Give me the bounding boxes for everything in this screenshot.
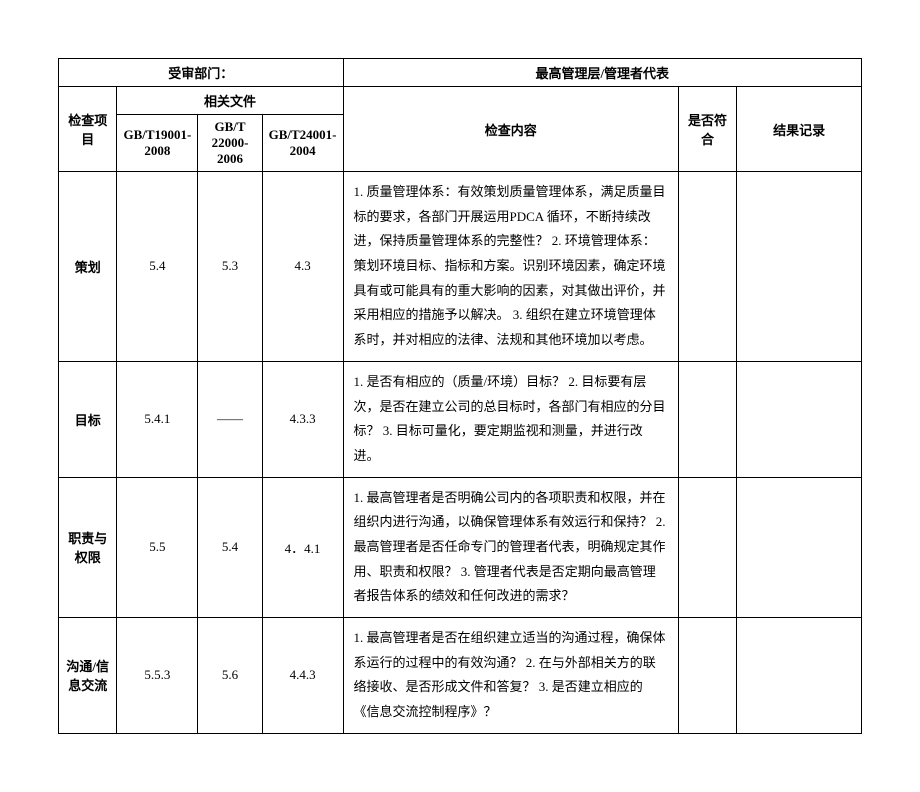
cell-compliance	[678, 618, 736, 734]
col-item: 检查项目	[59, 87, 117, 172]
cell-compliance	[678, 477, 736, 617]
cell-item: 策划	[59, 172, 117, 362]
header-left: 受审部门：	[59, 59, 344, 87]
cell-std3: 4．4.1	[262, 477, 343, 617]
cell-item: 目标	[59, 361, 117, 477]
col-compliance: 是否符合	[678, 87, 736, 172]
table-row: 沟通/信息交流 5.5.3 5.6 4.4.3 1. 最高管理者是否在组织建立适…	[59, 618, 862, 734]
col-std3: GB/T24001-2004	[262, 115, 343, 172]
cell-item: 职责与权限	[59, 477, 117, 617]
cell-content: 1. 质量管理体系：有效策划质量管理体系，满足质量目标的要求，各部门开展运用PD…	[343, 172, 678, 362]
table-row: 策划 5.4 5.3 4.3 1. 质量管理体系：有效策划质量管理体系，满足质量…	[59, 172, 862, 362]
cell-std1: 5.5	[117, 477, 198, 617]
audit-checklist-table: 受审部门： 最高管理层/管理者代表 检查项目 相关文件 检查内容 是否符合 结果…	[58, 58, 862, 734]
col-content: 检查内容	[343, 87, 678, 172]
cell-std3: 4.3.3	[262, 361, 343, 477]
cell-std2: 5.3	[198, 172, 262, 362]
cell-std2: 5.4	[198, 477, 262, 617]
cell-result	[737, 477, 862, 617]
cell-result	[737, 618, 862, 734]
header-row-dept: 受审部门： 最高管理层/管理者代表	[59, 59, 862, 87]
col-result: 结果记录	[737, 87, 862, 172]
cell-std2: 5.6	[198, 618, 262, 734]
cell-item: 沟通/信息交流	[59, 618, 117, 734]
cell-content: 1. 是否有相应的（质量/环境）目标？ 2. 目标要有层次，是否在建立公司的总目…	[343, 361, 678, 477]
cell-std3: 4.3	[262, 172, 343, 362]
cell-compliance	[678, 361, 736, 477]
col-related-docs: 相关文件	[117, 87, 343, 115]
cell-content: 1. 最高管理者是否明确公司内的各项职责和权限，并在组织内进行沟通，以确保管理体…	[343, 477, 678, 617]
cell-result	[737, 361, 862, 477]
header-right: 最高管理层/管理者代表	[343, 59, 861, 87]
col-std2: GB/T 22000-2006	[198, 115, 262, 172]
cell-compliance	[678, 172, 736, 362]
table-row: 职责与权限 5.5 5.4 4．4.1 1. 最高管理者是否明确公司内的各项职责…	[59, 477, 862, 617]
cell-result	[737, 172, 862, 362]
cell-std1: 5.4.1	[117, 361, 198, 477]
cell-std3: 4.4.3	[262, 618, 343, 734]
cell-std1: 5.5.3	[117, 618, 198, 734]
cell-std1: 5.4	[117, 172, 198, 362]
cell-std2: ——	[198, 361, 262, 477]
cell-content: 1. 最高管理者是否在组织建立适当的沟通过程，确保体系运行的过程中的有效沟通？ …	[343, 618, 678, 734]
table-row: 目标 5.4.1 —— 4.3.3 1. 是否有相应的（质量/环境）目标？ 2.…	[59, 361, 862, 477]
header-row-cols: 检查项目 相关文件 检查内容 是否符合 结果记录	[59, 87, 862, 115]
col-std1: GB/T19001-2008	[117, 115, 198, 172]
